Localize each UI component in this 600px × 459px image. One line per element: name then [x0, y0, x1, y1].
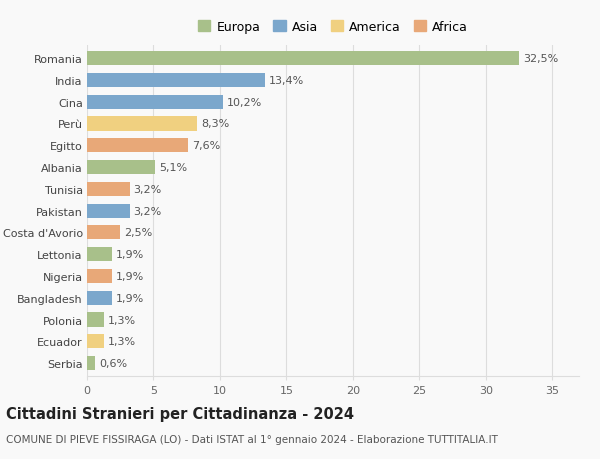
- Text: 1,9%: 1,9%: [116, 293, 145, 303]
- Bar: [87, 204, 130, 218]
- Text: 3,2%: 3,2%: [134, 185, 162, 195]
- Text: 3,2%: 3,2%: [134, 206, 162, 216]
- Bar: [87, 139, 188, 153]
- Bar: [87, 247, 112, 262]
- Bar: [87, 95, 223, 110]
- Text: 7,6%: 7,6%: [192, 141, 220, 151]
- Text: 2,5%: 2,5%: [124, 228, 152, 238]
- Bar: [87, 313, 104, 327]
- Text: 32,5%: 32,5%: [523, 54, 559, 64]
- Text: 0,6%: 0,6%: [99, 358, 127, 368]
- Bar: [87, 161, 155, 175]
- Text: 10,2%: 10,2%: [227, 97, 262, 107]
- Text: 1,3%: 1,3%: [108, 315, 136, 325]
- Bar: [87, 182, 130, 196]
- Bar: [87, 291, 112, 305]
- Legend: Europa, Asia, America, Africa: Europa, Asia, America, Africa: [193, 16, 473, 39]
- Bar: [87, 226, 120, 240]
- Text: Cittadini Stranieri per Cittadinanza - 2024: Cittadini Stranieri per Cittadinanza - 2…: [6, 406, 354, 421]
- Text: 1,9%: 1,9%: [116, 271, 145, 281]
- Bar: [87, 269, 112, 284]
- Text: 5,1%: 5,1%: [159, 162, 187, 173]
- Bar: [87, 52, 519, 66]
- Bar: [87, 117, 197, 131]
- Bar: [87, 73, 265, 88]
- Text: 1,9%: 1,9%: [116, 250, 145, 260]
- Text: 8,3%: 8,3%: [202, 119, 230, 129]
- Text: 1,3%: 1,3%: [108, 336, 136, 347]
- Text: COMUNE DI PIEVE FISSIRAGA (LO) - Dati ISTAT al 1° gennaio 2024 - Elaborazione TU: COMUNE DI PIEVE FISSIRAGA (LO) - Dati IS…: [6, 434, 498, 444]
- Bar: [87, 356, 95, 370]
- Text: 13,4%: 13,4%: [269, 76, 304, 86]
- Bar: [87, 335, 104, 349]
